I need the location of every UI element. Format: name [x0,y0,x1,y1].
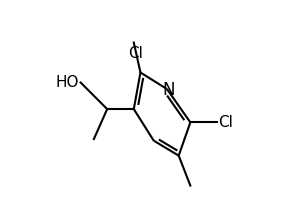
Text: Cl: Cl [219,115,233,130]
Text: HO: HO [56,75,79,90]
Text: N: N [163,81,175,99]
Text: Cl: Cl [128,46,143,61]
